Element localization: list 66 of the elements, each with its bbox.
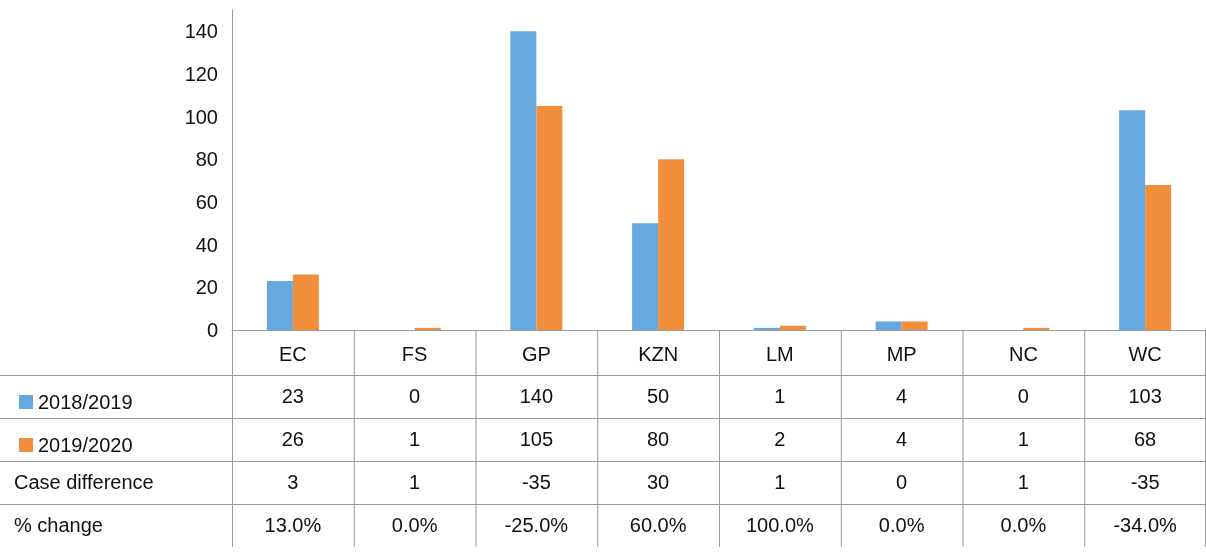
- y-tick-label: 60: [195, 191, 218, 213]
- y-tick-label: 100: [184, 105, 218, 128]
- data-label: 23: [280, 384, 305, 409]
- legend-label: 2019/2020: [38, 434, 133, 456]
- data-label: 0: [1016, 384, 1030, 409]
- text: 0.0%: [877, 513, 926, 538]
- y-tick-label: 20: [195, 276, 218, 299]
- text: 0.0%: [999, 513, 1048, 538]
- x-tick-label: EC: [278, 343, 307, 365]
- bar: [779, 325, 806, 330]
- x-tick-label: NC: [1008, 343, 1038, 365]
- data-label: 4: [895, 384, 909, 409]
- y-tick-label: 80: [195, 148, 218, 171]
- data-label: 26: [280, 427, 305, 452]
- y-tick-label: 0: [206, 319, 218, 341]
- bar: [875, 321, 902, 330]
- bar: [1119, 110, 1146, 330]
- x-tick-label: WC: [1128, 343, 1162, 365]
- text: -35: [1129, 470, 1161, 495]
- bar: [536, 106, 563, 330]
- bar: [658, 159, 685, 330]
- data-label: 1: [1016, 427, 1030, 452]
- bar: [753, 327, 780, 330]
- x-tick-label: GP: [521, 343, 551, 365]
- y-tick-label: 40: [195, 233, 218, 256]
- data-label: 4: [895, 427, 909, 452]
- data-label: 1: [408, 427, 422, 452]
- x-tick-label: MP: [886, 343, 917, 365]
- text: 3: [286, 470, 300, 495]
- data-label: 140: [518, 384, 555, 409]
- bar: [1023, 327, 1050, 330]
- x-tick-label: LM: [765, 343, 794, 365]
- text: 100.0%: [744, 513, 815, 538]
- y-tick-label: 120: [184, 63, 218, 85]
- text: Case difference: [14, 470, 155, 495]
- text: 13.0%: [263, 513, 323, 538]
- data-label: 105: [518, 427, 555, 452]
- text: % change: [14, 513, 104, 538]
- text: 0: [895, 470, 909, 495]
- data-label: 0: [408, 384, 422, 409]
- bar: [1145, 184, 1172, 330]
- bar: [292, 274, 319, 330]
- text: 0.0%: [390, 513, 439, 538]
- data-label: 50: [646, 384, 671, 409]
- text: 60.0%: [628, 513, 688, 538]
- data-label: 103: [1127, 384, 1163, 409]
- text: 1: [773, 470, 787, 495]
- text: 30: [646, 470, 671, 495]
- bar: [266, 280, 293, 330]
- text: -35: [520, 470, 552, 495]
- y-tick-label: 140: [184, 20, 218, 43]
- bar: [510, 31, 537, 330]
- text: -34.0%: [1112, 513, 1178, 538]
- bar: [632, 223, 659, 330]
- legend-label: 2018/2019: [38, 391, 133, 413]
- text: -25.0%: [503, 513, 570, 538]
- x-tick-label: KZN: [638, 343, 679, 365]
- text: 1: [408, 470, 422, 495]
- bar: [414, 327, 441, 330]
- text: 1: [1016, 470, 1030, 495]
- bar: [901, 321, 928, 330]
- x-tick-label: FS: [401, 343, 428, 365]
- data-label: 80: [646, 427, 671, 452]
- data-label: 68: [1133, 427, 1158, 452]
- data-label: 1: [773, 384, 787, 409]
- data-label: 2: [773, 427, 787, 452]
